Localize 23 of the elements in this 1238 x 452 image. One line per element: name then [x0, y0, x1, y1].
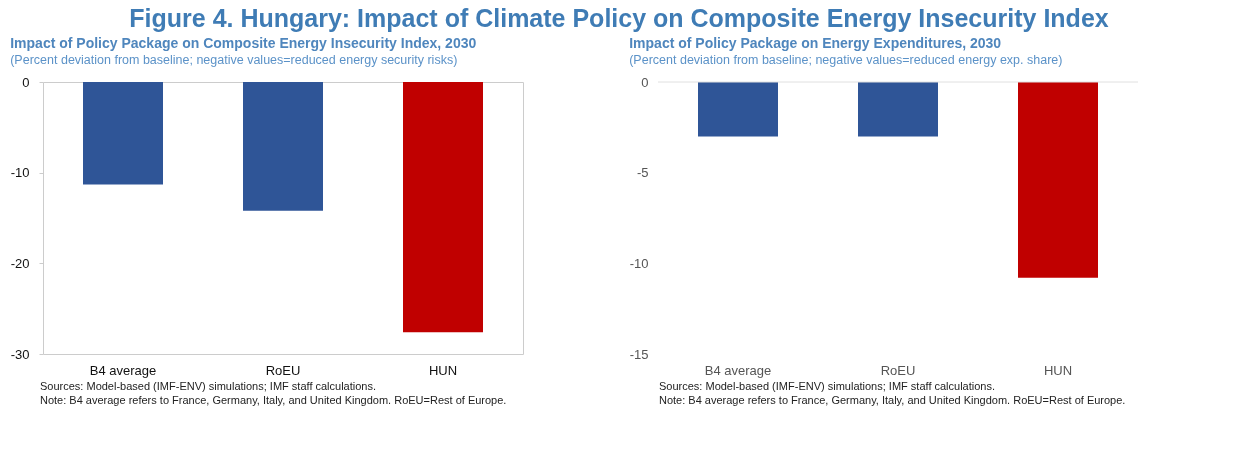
y-tick-label: -15 — [629, 346, 649, 362]
x-tick-label: HUN — [1043, 362, 1073, 378]
y-tick-label: -20 — [10, 255, 30, 271]
text: Note: B4 average refers to France, Germany, Italy, and United Kingdom. RoEU=Rest of Europe. — [40, 393, 508, 407]
chart-title: Impact of Policy Package on Composite Energy Insecurity Index, 2030 — [10, 34, 477, 51]
text: Figure 4. Hungary: Impact of Climate Policy on Composite Energy Insecurity Index — [128, 3, 1110, 34]
source-note: Sources: Model-based (IMF-ENV) simulations; IMF staff calculations. — [40, 379, 378, 393]
x-tick-label: B4 average — [704, 362, 772, 378]
chart-title: Impact of Policy Package on Energy Expenditures, 2030 — [629, 34, 1002, 51]
y-tick-label: -5 — [636, 165, 649, 181]
y-tick-label: -10 — [10, 165, 30, 181]
y-tick-label: -10 — [629, 255, 649, 271]
y-tick-label: 0 — [22, 74, 30, 90]
source-note: Sources: Model-based (IMF-ENV) simulations; IMF staff calculations. — [659, 379, 997, 393]
y-tick-label: -30 — [10, 346, 30, 362]
chart-subtitle: (Percent deviation from baseline; negative values=reduced energy security risks) — [10, 52, 458, 67]
text: Note: B4 average refers to France, Germany, Italy, and United Kingdom. RoEU=Rest of Europe. — [659, 393, 1127, 407]
y-tick-label: 0 — [641, 74, 649, 90]
x-tick-label: B4 average — [89, 362, 157, 378]
chart-subtitle: (Percent deviation from baseline; negative values=reduced energy exp. share) — [629, 52, 1063, 67]
x-tick-label: HUN — [428, 362, 458, 378]
x-tick-label: RoEU — [265, 362, 301, 378]
x-tick-label: RoEU — [880, 362, 916, 378]
